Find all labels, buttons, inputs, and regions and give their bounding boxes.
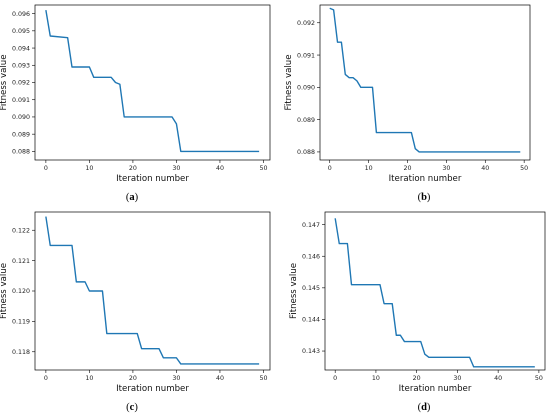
y-tick-label: 0.121 xyxy=(12,258,30,265)
panel-caption-letter: a xyxy=(129,192,135,203)
y-tick-label: 0.091 xyxy=(12,97,30,104)
x-axis-label: Iteration number xyxy=(389,174,462,184)
y-tick-label: 0.091 xyxy=(297,52,315,59)
y-tick-label: 0.143 xyxy=(302,348,320,355)
plot-frame-a xyxy=(34,4,271,161)
y-tick-label: 0.120 xyxy=(12,288,30,295)
x-tick-label: 50 xyxy=(259,375,267,382)
chart-panel-b: 0 10 20 30 40 50 0.088 0.089 0.090 0.091 0.092 Iter… xyxy=(284,4,531,203)
y-tick-label: 0.122 xyxy=(12,227,30,234)
chart-panel-c: 0 10 20 30 40 50 0.118 0.119 0.120 0.121 0.122 Iter… xyxy=(0,211,271,413)
x-tick-label: 10 xyxy=(365,165,373,172)
y-tick-label: 0.092 xyxy=(297,20,315,27)
plot-frame-b xyxy=(319,4,531,161)
panel-caption-letter: c xyxy=(130,402,135,413)
x-tick-label: 30 xyxy=(172,375,180,382)
plot-frame-d xyxy=(324,211,546,371)
y-tick-label: 0.089 xyxy=(297,117,315,124)
series-line xyxy=(329,7,521,153)
y-tick-label: 0.096 xyxy=(12,11,30,18)
y-tick-label: 0.095 xyxy=(12,28,30,35)
y-axis-label: Fitness value xyxy=(0,263,9,319)
y-axis-label: Fitness value xyxy=(0,55,9,111)
x-tick-label: 0 xyxy=(44,375,48,382)
x-tick-label: 20 xyxy=(403,165,411,172)
y-tick-label: 0.145 xyxy=(302,285,320,292)
x-tick-label: 40 xyxy=(216,165,224,172)
x-tick-label: 0 xyxy=(328,165,332,172)
x-tick-label: 30 xyxy=(442,165,450,172)
x-tick-label: 10 xyxy=(372,375,380,382)
x-tick-label: 20 xyxy=(413,375,421,382)
x-tick-label: 40 xyxy=(481,165,489,172)
series-line xyxy=(45,216,260,365)
x-tick-label: 0 xyxy=(44,165,48,172)
x-tick-label: 30 xyxy=(172,165,180,172)
x-axis-label: Iteration number xyxy=(399,384,472,394)
panel-caption-b: (b) xyxy=(418,192,431,203)
x-tick-label: 50 xyxy=(259,165,267,172)
x-axis-label: Iteration number xyxy=(116,384,189,394)
y-tick-label: 0.088 xyxy=(12,149,30,156)
x-tick-label: 10 xyxy=(85,375,93,382)
x-tick-label: 20 xyxy=(129,165,137,172)
panel-caption-a: (a) xyxy=(126,192,139,203)
panel-caption-letter: b xyxy=(421,192,427,203)
x-tick-label: 20 xyxy=(129,375,137,382)
y-tick-label: 0.119 xyxy=(12,319,30,326)
x-axis-label: Iteration number xyxy=(116,174,189,184)
x-tick-label: 0 xyxy=(333,375,337,382)
series-line xyxy=(45,10,260,153)
y-tick-label: 0.089 xyxy=(12,131,30,138)
plot-frame-c xyxy=(34,211,271,371)
x-tick-label: 50 xyxy=(520,165,528,172)
y-tick-label: 0.093 xyxy=(12,62,30,69)
x-tick-label: 50 xyxy=(535,375,543,382)
chart-panel-d: 0 10 20 30 40 50 0.143 0.144 0.145 0.146 0.147 Iter… xyxy=(289,211,546,413)
series-line xyxy=(334,218,535,368)
y-tick-label: 0.118 xyxy=(12,349,30,356)
x-tick-label: 40 xyxy=(216,375,224,382)
y-axis-label: Fitness value xyxy=(284,55,294,111)
y-axis-label: Fitness value xyxy=(289,263,299,319)
panel-caption-c: (c) xyxy=(126,402,138,413)
y-tick-label: 0.147 xyxy=(302,222,320,229)
panel-caption-d: (d) xyxy=(418,402,431,413)
y-tick-label: 0.094 xyxy=(12,45,30,52)
y-tick-label: 0.146 xyxy=(302,253,320,260)
chart-panel-a: 0 10 20 30 40 50 0.088 0.089 0.090 0.091 0.092 0.09… xyxy=(0,4,271,203)
panel-caption-letter: d xyxy=(421,402,427,413)
y-tick-label: 0.090 xyxy=(297,85,315,92)
x-tick-label: 40 xyxy=(494,375,502,382)
x-tick-label: 30 xyxy=(453,375,461,382)
y-tick-label: 0.092 xyxy=(12,80,30,87)
y-tick-label: 0.090 xyxy=(12,114,30,121)
x-tick-label: 10 xyxy=(85,165,93,172)
y-tick-label: 0.088 xyxy=(297,149,315,156)
y-tick-label: 0.144 xyxy=(302,317,320,324)
